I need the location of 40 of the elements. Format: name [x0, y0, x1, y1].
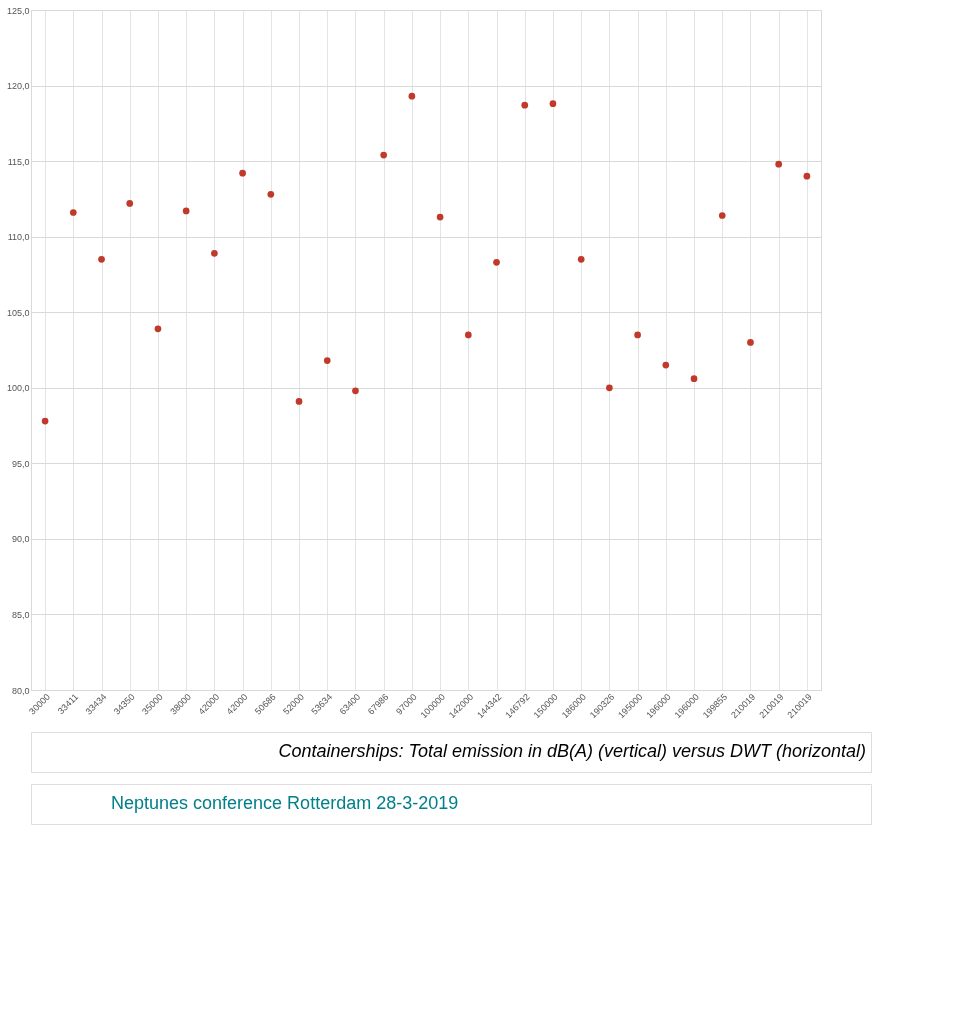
point [634, 331, 641, 339]
point [549, 100, 557, 108]
point [239, 169, 246, 177]
point [521, 101, 529, 109]
point [436, 213, 444, 221]
y-tick-label: 105,0 [6, 307, 30, 318]
y-tick-label: 90,0 [11, 534, 30, 545]
point [41, 417, 49, 425]
point [408, 92, 416, 100]
point [295, 398, 303, 405]
point [182, 207, 190, 215]
point [775, 160, 783, 168]
y-tick-label: 80,0 [11, 685, 30, 696]
point [98, 255, 105, 263]
y-tick-label: 100,0 [6, 383, 30, 394]
y-tick-label: 85,0 [11, 609, 30, 620]
text: Containerships: Total emission in dB(A) (vertical) versus DWT (horizontal) [278, 741, 866, 761]
text: Neptunes conference Rotterdam 28-3-2019 [111, 793, 459, 813]
point [718, 212, 726, 219]
point [803, 172, 811, 180]
point [577, 255, 585, 263]
point [69, 209, 77, 216]
point [493, 259, 500, 266]
point [747, 339, 754, 346]
y-tick-label: 110,0 [7, 232, 30, 243]
point [211, 249, 218, 257]
y-tick-label: 120,0 [6, 81, 30, 92]
point [380, 151, 388, 159]
point [690, 375, 698, 383]
y-tick-label: 125,0 [6, 5, 30, 16]
point [154, 325, 162, 333]
point [267, 191, 275, 198]
point [464, 331, 472, 339]
point [606, 384, 613, 392]
y-tick-label: 115,0 [7, 156, 30, 167]
y-tick-label: 95,0 [11, 458, 30, 469]
point [662, 361, 670, 369]
point [323, 357, 331, 364]
point [126, 200, 134, 207]
point [352, 387, 359, 395]
